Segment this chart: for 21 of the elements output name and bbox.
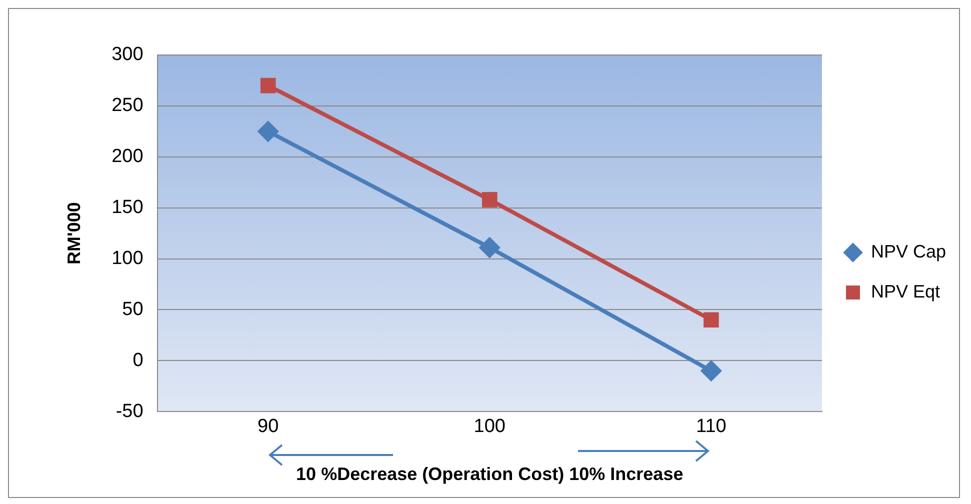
point <box>258 121 278 142</box>
point <box>480 238 500 258</box>
x-tick-label: 90 <box>258 416 279 438</box>
y-tick-label: 300 <box>112 44 144 66</box>
point <box>704 312 719 328</box>
y-tick-label: 250 <box>112 95 144 116</box>
x-tick-label: 100 <box>474 416 506 438</box>
legend-label: NPV Eqt <box>870 281 940 302</box>
y-tick-label: 0 <box>132 350 144 371</box>
y-tick-label: 150 <box>112 197 144 218</box>
legend-label: NPV Cap <box>870 241 946 262</box>
x-axis-title: 10 %Decrease (Operation Cost) 10% Increase <box>296 464 684 484</box>
x-tick-label: 110 <box>696 416 726 438</box>
y-axis-title: RM'000 <box>64 202 84 264</box>
point <box>482 192 498 208</box>
y-tick-label: 100 <box>112 248 144 270</box>
y-tick-label: -50 <box>116 400 144 422</box>
point <box>701 360 722 381</box>
point <box>260 78 276 94</box>
y-tick-label: 50 <box>122 298 144 320</box>
y-tick-label: 200 <box>112 146 144 168</box>
